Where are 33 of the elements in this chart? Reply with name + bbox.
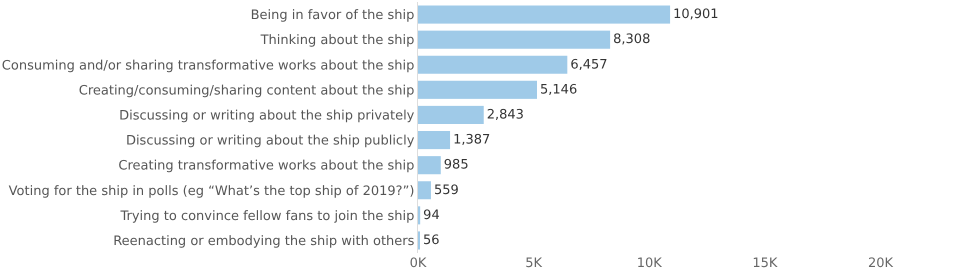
data-label: 6,457 <box>570 57 608 72</box>
data-label: 10,901 <box>673 7 719 22</box>
data-label: 56 <box>423 232 440 248</box>
bar <box>418 106 484 124</box>
bar <box>418 6 670 24</box>
y-tick-label: Discussing or writing about the ship publicly <box>126 134 415 149</box>
bar <box>418 30 610 49</box>
data-label: 1,387 <box>453 132 490 148</box>
bar <box>418 56 568 74</box>
data-label: 985 <box>444 158 469 173</box>
x-tick-label: 0K <box>410 256 427 271</box>
y-tick-label: Consuming and/or sharing transformative works about the ship <box>2 58 414 74</box>
x-tick-label: 5K <box>525 256 543 271</box>
bar <box>418 181 431 200</box>
bar <box>418 80 537 99</box>
bar <box>418 131 450 150</box>
data-label: 94 <box>423 208 440 223</box>
y-tick-label: Creating transformative works about the ship <box>118 158 414 174</box>
y-tick-label: Reenacting or embodying the ship with others <box>113 234 415 249</box>
data-label: 2,843 <box>486 107 524 122</box>
data-label: 559 <box>434 182 459 198</box>
y-tick-label: Creating/consuming/sharing content about the ship <box>78 83 414 98</box>
x-tick-label: 20K <box>868 256 894 271</box>
bar <box>418 156 441 174</box>
y-tick-label: Discussing or writing about the ship privately <box>119 108 415 124</box>
y-tick-label: Thinking about the ship <box>260 33 414 48</box>
y-tick-label: Being in favor of the ship <box>250 8 414 24</box>
y-tick-label: Trying to convince fellow fans to join the ship <box>119 208 414 224</box>
data-label: 5,146 <box>540 82 578 98</box>
x-tick-label: 15K <box>752 256 778 271</box>
data-label: 8,308 <box>613 32 650 48</box>
y-tick-label: Voting for the ship in polls (eg “What’s the top ship of 2019?”) <box>8 184 414 199</box>
x-tick-label: 10K <box>636 256 662 271</box>
